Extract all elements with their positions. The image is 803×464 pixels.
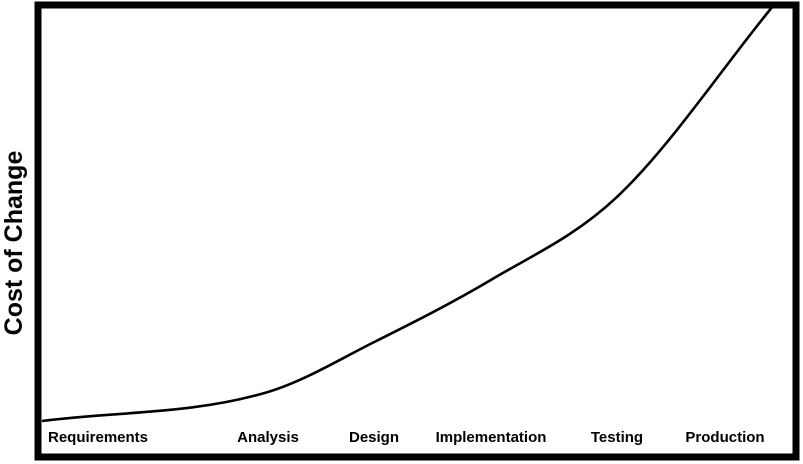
- x-tick-label: Production: [685, 429, 764, 446]
- chart-frame: [34, 1, 800, 461]
- x-tick-label: Implementation: [436, 429, 547, 446]
- x-tick-label: Analysis: [237, 429, 299, 446]
- x-tick-labels: Requirements Analysis Design Implementation…: [48, 429, 765, 446]
- x-tick-label: Testing: [591, 429, 643, 446]
- x-tick-label: Design: [349, 429, 399, 446]
- y-axis-label: Cost of Change: [0, 151, 28, 336]
- cost-curve: [41, 5, 775, 423]
- x-tick-label: Requirements: [48, 429, 148, 446]
